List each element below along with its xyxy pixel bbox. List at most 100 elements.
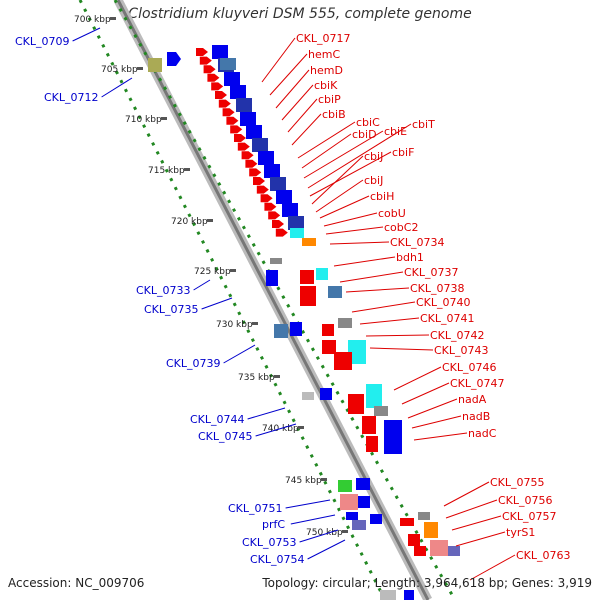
leader-line	[339, 271, 404, 283]
gene-label-right[interactable]: cbiK	[314, 79, 338, 92]
gene-label-right[interactable]: CKL_0756	[498, 494, 553, 507]
gene-block	[424, 522, 438, 538]
gene-label-left[interactable]: CKL_0735	[144, 303, 199, 316]
gene-block	[366, 436, 378, 452]
leader-line	[247, 407, 286, 420]
gene-arrow	[268, 211, 281, 220]
leader-line	[201, 297, 233, 310]
gene-block	[370, 514, 382, 524]
gene-block	[252, 138, 268, 152]
gene-label-right[interactable]: CKL_0738	[410, 282, 465, 295]
gene-label-right[interactable]: CKL_0755	[490, 476, 545, 489]
gene-block	[320, 388, 332, 400]
gene-label-right[interactable]: cbiP	[318, 93, 341, 106]
leader-line	[451, 515, 502, 531]
gene-label-left[interactable]: CKL_0745	[198, 430, 253, 443]
gene-block	[348, 394, 364, 414]
gene-label-left[interactable]: CKL_0751	[228, 502, 283, 515]
gene-block	[418, 512, 430, 520]
gene-label-right[interactable]: CKL_0734	[390, 236, 445, 249]
gene-arrow	[234, 134, 246, 142]
accession-label: Accession: NC_009706	[8, 576, 145, 590]
gene-label-right[interactable]: cbiT	[412, 118, 435, 131]
gene-label-right[interactable]: cobU	[378, 207, 406, 220]
gene-block	[300, 270, 314, 284]
gene-block	[384, 420, 402, 454]
gene-block	[400, 518, 414, 526]
gene-label-right[interactable]: CKL_0763	[516, 549, 571, 562]
tick-mark	[230, 269, 236, 272]
tick-mark	[298, 426, 304, 429]
gene-block	[212, 45, 228, 59]
leader-line	[411, 415, 462, 429]
gene-label-right[interactable]: CKL_0747	[450, 377, 505, 390]
leader-line	[407, 398, 458, 419]
leader-line	[323, 212, 378, 227]
gene-label-right[interactable]: cbiB	[322, 108, 346, 121]
gene-block	[404, 590, 414, 600]
gene-label-left[interactable]: CKL_0754	[250, 553, 305, 566]
leader-line	[269, 53, 308, 96]
gene-label-right[interactable]: cbiF	[392, 146, 414, 159]
tick-label: 715 kbp	[148, 166, 185, 176]
gene-label-right[interactable]: cbiJ	[364, 150, 383, 163]
gene-label-right[interactable]: cbiJ	[364, 174, 383, 187]
gene-label-right[interactable]: CKL_0743	[434, 344, 489, 357]
gene-label-right[interactable]: cbiD	[352, 128, 377, 141]
gene-label-right[interactable]: nadA	[458, 393, 487, 406]
genome-backbone	[114, 0, 432, 600]
leader-line	[311, 155, 364, 205]
gene-label-left[interactable]: CKL_0712	[44, 91, 99, 104]
gene-label-right[interactable]: CKL_0746	[442, 361, 497, 374]
tick-mark	[207, 219, 213, 222]
gene-block	[246, 125, 262, 139]
gene-block	[358, 496, 370, 508]
gene-block	[374, 406, 388, 416]
gene-block	[348, 340, 366, 364]
gene-label-right[interactable]: nadC	[468, 427, 497, 440]
gene-label-right[interactable]: bdh1	[396, 251, 424, 264]
gene-label-right[interactable]: nadB	[462, 410, 490, 423]
gene-label-left[interactable]: CKL_0744	[190, 413, 245, 426]
gene-label-right[interactable]: CKL_0757	[502, 510, 557, 523]
gene-label-right[interactable]: cbiH	[370, 190, 394, 203]
gene-label-right[interactable]: CKL_0737	[404, 266, 459, 279]
leader-line	[469, 554, 516, 581]
gene-label-right[interactable]: CKL_0740	[416, 296, 471, 309]
tick-label: 700 kbp	[74, 15, 111, 25]
gene-arrow	[264, 202, 277, 211]
gene-label-right[interactable]: cobC2	[384, 221, 418, 234]
gene-label-left[interactable]: CKL_0709	[15, 35, 70, 48]
gene-label-right[interactable]: CKL_0741	[420, 312, 475, 325]
gene-label-left[interactable]: prfC	[262, 518, 285, 531]
leader-line	[307, 539, 346, 560]
gene-label-left[interactable]: CKL_0739	[166, 357, 221, 370]
tick-mark	[274, 375, 280, 378]
gene-label-right[interactable]: tyrS1	[506, 526, 535, 539]
gene-arrow	[275, 228, 288, 237]
gene-block	[346, 512, 358, 520]
gene-label-right[interactable]: hemD	[310, 64, 343, 77]
gene-arrow	[256, 185, 269, 194]
tick-mark	[342, 530, 348, 533]
gene-arrow	[215, 91, 227, 99]
gene-block	[230, 85, 246, 99]
gene-features	[148, 45, 460, 600]
leader-line	[301, 133, 352, 169]
leader-line	[307, 123, 412, 189]
gene-label-right[interactable]: cbiE	[384, 125, 407, 138]
gene-label-left[interactable]: CKL_0733	[136, 284, 191, 297]
gene-label-right[interactable]: cbiC	[356, 116, 380, 129]
map-title: Clostridium kluyveri DSM 555, complete g…	[128, 6, 472, 22]
gene-label-right[interactable]: CKL_0742	[430, 329, 485, 342]
gene-label-right[interactable]: hemC	[308, 48, 340, 61]
gene-label-right[interactable]: CKL_0717	[296, 32, 351, 45]
gene-arrow	[237, 142, 250, 151]
leader-line	[319, 195, 370, 219]
gene-block	[290, 228, 304, 238]
gene-label-left[interactable]: CKL_0753	[242, 536, 297, 549]
gene-arrow	[222, 108, 235, 117]
gene-block	[274, 324, 288, 338]
leader-line	[303, 130, 384, 179]
